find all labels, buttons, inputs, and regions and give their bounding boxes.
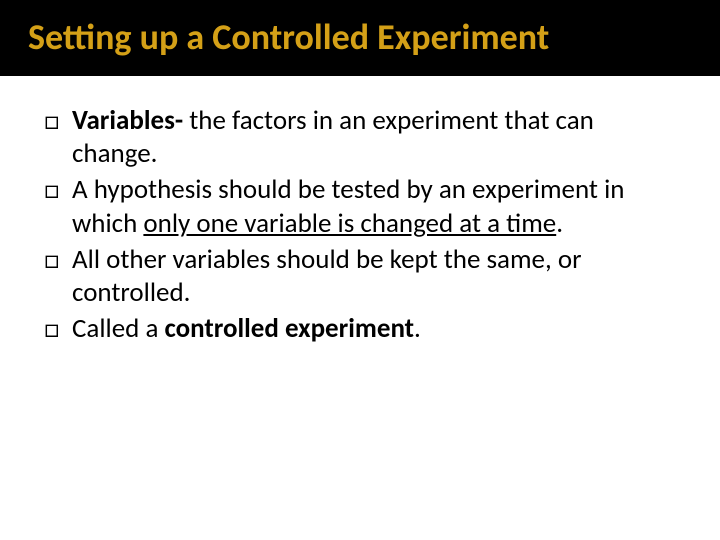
- bullet-item: □ A hypothesis should be tested by an ex…: [44, 173, 676, 241]
- bullet-item: □ Called a controlled experiment.: [44, 312, 676, 346]
- text-run: Called a: [72, 312, 164, 345]
- bullet-marker-icon: □: [44, 104, 72, 172]
- bullet-marker-icon: □: [44, 173, 72, 241]
- text-run: .: [556, 207, 563, 240]
- bullet-text: A hypothesis should be tested by an expe…: [72, 173, 676, 241]
- bullet-text: Variables- the factors in an experiment …: [72, 104, 676, 172]
- text-run: .: [414, 312, 421, 345]
- term-bold: Variables-: [72, 104, 183, 137]
- bullet-item: □ Variables- the factors in an experimen…: [44, 104, 676, 172]
- text-run: All other variables should be kept the s…: [72, 243, 581, 310]
- bullet-text: Called a controlled experiment.: [72, 312, 676, 346]
- text-underlined: only one variable is changed at a time: [143, 207, 556, 240]
- bullet-item: □ All other variables should be kept the…: [44, 243, 676, 311]
- term-bold: controlled experiment: [164, 312, 414, 345]
- title-bar: Setting up a Controlled Experiment: [0, 0, 720, 76]
- bullet-marker-icon: □: [44, 243, 72, 311]
- slide-title: Setting up a Controlled Experiment: [28, 18, 692, 58]
- slide: Setting up a Controlled Experiment □ Var…: [0, 0, 720, 540]
- slide-body: □ Variables- the factors in an experimen…: [0, 76, 720, 346]
- bullet-text: All other variables should be kept the s…: [72, 243, 676, 311]
- bullet-marker-icon: □: [44, 312, 72, 346]
